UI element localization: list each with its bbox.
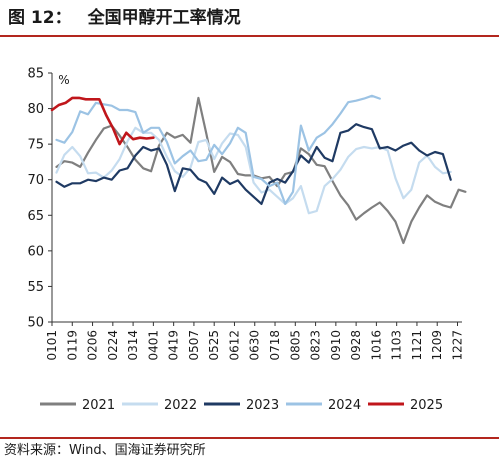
y-tick-label: 70 bbox=[27, 173, 44, 188]
x-tick-label: 0612 bbox=[227, 330, 241, 361]
x-tick-label: 0206 bbox=[86, 330, 100, 361]
x-tick-label: 0630 bbox=[248, 330, 262, 361]
legend-label-2022: 2022 bbox=[164, 398, 197, 413]
y-tick-label: 75 bbox=[27, 138, 44, 153]
legend-label-2024: 2024 bbox=[328, 398, 361, 413]
x-tick-label: 0224 bbox=[106, 330, 120, 361]
chart: 50 55 60 65 70 75 80 85 % 0101 0119 0206 0224 0314 040… bbox=[27, 67, 467, 413]
x-tick-label: 0507 bbox=[187, 330, 201, 361]
x-tick-label: 1121 bbox=[410, 330, 424, 361]
x-tick-label: 0525 bbox=[207, 330, 221, 361]
y-tick-label: 80 bbox=[27, 102, 44, 117]
figure-label: 图 12： bbox=[8, 8, 72, 28]
source-note: 资料来源：Wind、国海证券研究所 bbox=[4, 443, 206, 458]
series-line-2021 bbox=[55, 96, 467, 245]
y-tick-label: 60 bbox=[27, 244, 44, 259]
bottom-rule bbox=[0, 437, 499, 439]
legend-label-2023: 2023 bbox=[246, 398, 279, 413]
top-rule bbox=[0, 35, 499, 37]
legend-label-2021: 2021 bbox=[82, 398, 115, 413]
x-tick-label: 0718 bbox=[268, 330, 282, 361]
y-tick-label: 50 bbox=[27, 316, 44, 331]
series-line-2022 bbox=[55, 126, 452, 215]
x-tick-label: 0119 bbox=[65, 330, 79, 361]
x-tick-label: 1016 bbox=[369, 330, 383, 361]
figure-title: 图 12： 全国甲醇开工率情况 bbox=[4, 4, 494, 32]
legend-label-2025: 2025 bbox=[410, 398, 443, 413]
x-tick-label: 0928 bbox=[349, 330, 363, 361]
x-tick-label: 0401 bbox=[146, 330, 160, 361]
x-tick-label: 1103 bbox=[390, 330, 404, 361]
x-tick-label: 0419 bbox=[167, 330, 181, 361]
x-tick-label: 1227 bbox=[450, 330, 464, 361]
series-line-2023 bbox=[55, 123, 452, 205]
x-tick-label: 0910 bbox=[329, 330, 343, 361]
x-tick-label: 0101 bbox=[45, 330, 59, 361]
x-tick-label: 0823 bbox=[309, 330, 323, 361]
series-line-2024 bbox=[55, 94, 381, 205]
x-tick-label: 1209 bbox=[430, 330, 444, 361]
x-tick-label: 0314 bbox=[126, 330, 140, 361]
y-tick-label: 85 bbox=[27, 67, 44, 82]
series-line-2025 bbox=[50, 96, 155, 146]
y-axis-unit: % bbox=[58, 73, 69, 87]
figure-title-text: 全国甲醇开工率情况 bbox=[87, 8, 241, 28]
y-tick-label: 55 bbox=[27, 280, 44, 295]
x-tick-label: 0805 bbox=[288, 330, 302, 361]
y-tick-label: 65 bbox=[27, 209, 44, 224]
